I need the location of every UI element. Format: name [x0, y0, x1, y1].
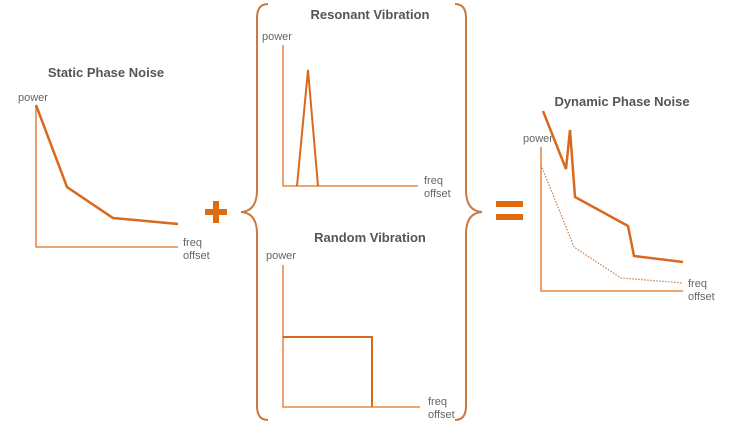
- static-noise-curve: [34, 104, 179, 226]
- random-vibration-panel: Random Vibration power freq offset: [266, 230, 455, 421]
- plus-icon: [205, 201, 227, 223]
- resonant-axes: [282, 45, 418, 187]
- random-x-label-1: freq: [428, 396, 447, 408]
- dynamic-x-label-2: offset: [688, 291, 715, 303]
- dynamic-noise-curve: [541, 110, 684, 264]
- resonant-y-label: power: [262, 31, 292, 43]
- static-x-label-1: freq: [183, 237, 202, 249]
- static-phase-noise-panel: Static Phase Noise power freq offset: [18, 65, 210, 262]
- resonant-spike: [296, 69, 319, 187]
- random-title: Random Vibration: [314, 230, 426, 245]
- random-x-label-2: offset: [428, 409, 455, 421]
- static-axes: [35, 105, 178, 248]
- resonant-title: Resonant Vibration: [311, 7, 430, 22]
- random-axes: [282, 265, 420, 408]
- left-brace: [240, 3, 269, 421]
- dynamic-axes: [540, 147, 683, 292]
- random-flat-spectrum: [283, 336, 373, 407]
- right-brace: [454, 3, 483, 421]
- dynamic-y-label: power: [523, 133, 553, 145]
- static-noise-reference-curve: [540, 164, 684, 284]
- dynamic-x-label-1: freq: [688, 278, 707, 290]
- static-y-label: power: [18, 92, 48, 104]
- dynamic-phase-noise-panel: Dynamic Phase Noise power freq offset: [523, 94, 715, 303]
- equals-icon: [496, 201, 523, 220]
- dynamic-title: Dynamic Phase Noise: [554, 94, 689, 109]
- resonant-vibration-panel: Resonant Vibration power freq offset: [262, 7, 451, 200]
- static-x-label-2: offset: [183, 250, 210, 262]
- random-y-label: power: [266, 250, 296, 262]
- static-title: Static Phase Noise: [48, 65, 164, 80]
- resonant-x-label-1: freq: [424, 175, 443, 187]
- resonant-x-label-2: offset: [424, 188, 451, 200]
